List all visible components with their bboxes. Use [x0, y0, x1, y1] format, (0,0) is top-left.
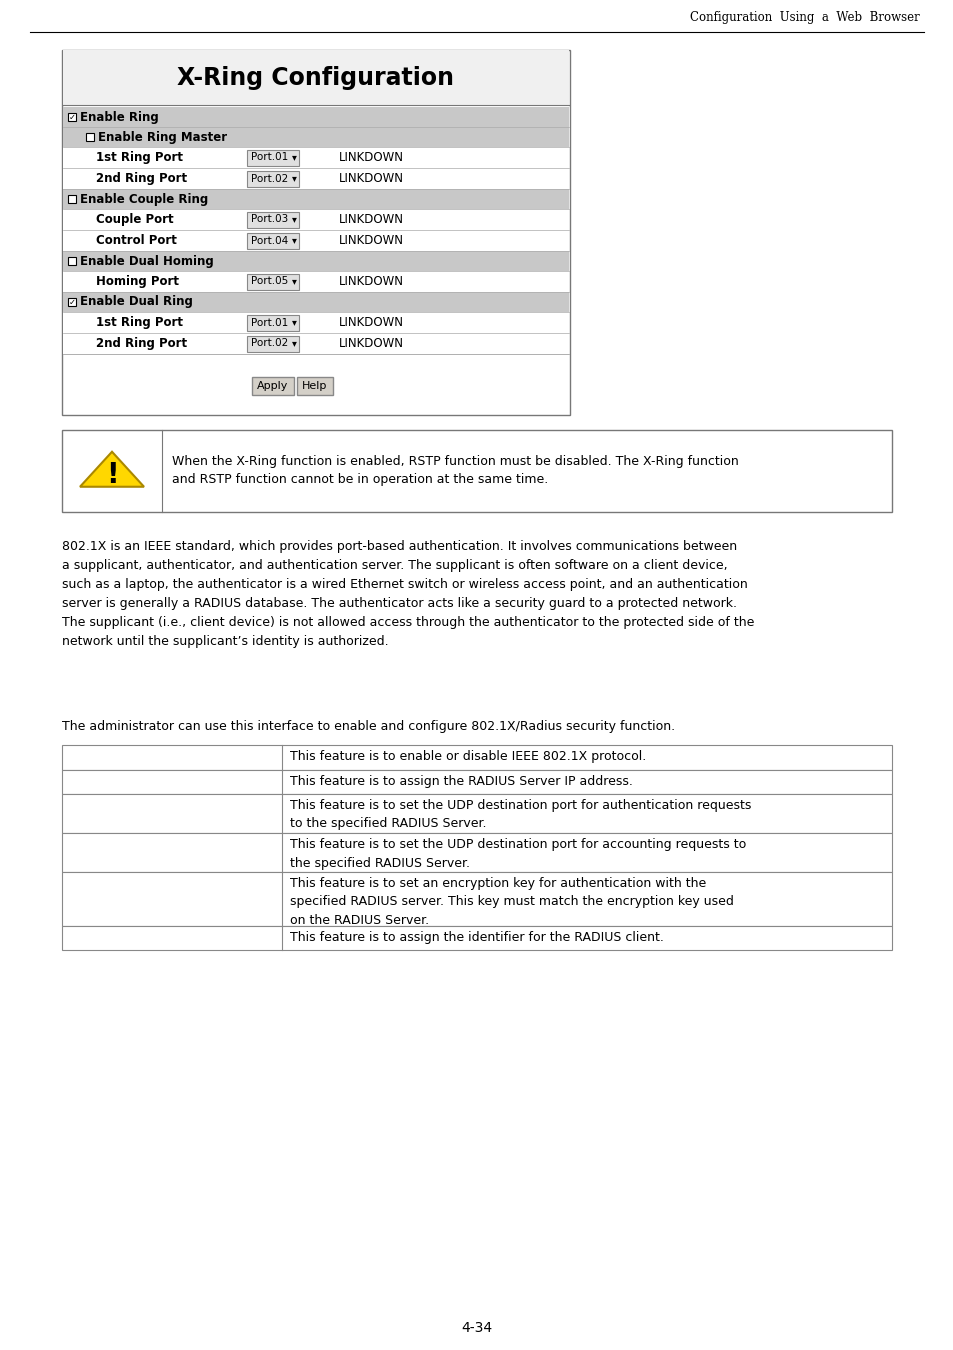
Bar	[63, 147, 568, 167]
Bar	[63, 209, 568, 230]
Bar	[247, 232, 298, 248]
Text: ✓: ✓	[69, 297, 75, 306]
Text: LINKDOWN: LINKDOWN	[338, 234, 403, 247]
Bar	[62, 50, 569, 414]
Text: This feature is to assign the identifier for the RADIUS client.: This feature is to assign the identifier…	[290, 930, 663, 944]
Text: Port.04: Port.04	[251, 235, 288, 246]
Bar	[62, 926, 891, 950]
Bar	[63, 127, 568, 147]
Bar	[68, 298, 76, 306]
Bar	[63, 292, 568, 312]
Text: ✓: ✓	[69, 112, 75, 122]
Bar	[247, 150, 298, 166]
Text: 4-34: 4-34	[461, 1322, 492, 1335]
Text: Enable Ring Master: Enable Ring Master	[98, 131, 227, 143]
Text: LINKDOWN: LINKDOWN	[338, 275, 403, 288]
Bar	[62, 833, 891, 872]
Bar	[247, 274, 298, 289]
Polygon shape	[80, 452, 144, 487]
Text: The administrator can use this interface to enable and configure 802.1X/Radius s: The administrator can use this interface…	[62, 720, 675, 733]
Bar	[62, 769, 891, 794]
Text: ▾: ▾	[292, 317, 296, 328]
Text: Port.02: Port.02	[251, 339, 288, 348]
Text: This feature is to set the UDP destination port for accounting requests to
the s: This feature is to set the UDP destinati…	[290, 838, 745, 869]
Bar	[63, 230, 568, 251]
Text: Configuration  Using  a  Web  Browser: Configuration Using a Web Browser	[690, 11, 919, 23]
Text: Enable Dual Ring: Enable Dual Ring	[80, 296, 193, 309]
Bar	[63, 251, 568, 271]
Bar	[247, 170, 298, 186]
Text: This feature is to assign the RADIUS Server IP address.: This feature is to assign the RADIUS Ser…	[290, 775, 632, 787]
Text: Port.01: Port.01	[251, 153, 288, 162]
Text: LINKDOWN: LINKDOWN	[338, 316, 403, 329]
Text: 2nd Ring Port: 2nd Ring Port	[96, 338, 187, 350]
Bar	[63, 167, 568, 189]
Text: ▾: ▾	[292, 174, 296, 184]
Text: Enable Dual Homing: Enable Dual Homing	[80, 255, 213, 267]
Bar	[247, 336, 298, 351]
Text: Couple Port: Couple Port	[96, 213, 173, 225]
Bar	[62, 872, 891, 926]
Text: Help: Help	[302, 381, 327, 392]
Text: Apply: Apply	[257, 381, 289, 392]
Bar	[63, 333, 568, 354]
Text: ▾: ▾	[292, 235, 296, 246]
Bar	[68, 113, 76, 122]
Bar	[63, 107, 568, 127]
Text: Enable Couple Ring: Enable Couple Ring	[80, 193, 208, 205]
Bar	[63, 189, 568, 209]
Text: LINKDOWN: LINKDOWN	[338, 213, 403, 225]
Text: Port.03: Port.03	[251, 215, 288, 224]
Text: Port.02: Port.02	[251, 174, 288, 184]
Text: Control Port: Control Port	[96, 234, 176, 247]
Text: LINKDOWN: LINKDOWN	[338, 151, 403, 163]
Text: ▾: ▾	[292, 215, 296, 224]
Text: This feature is to enable or disable IEEE 802.1X protocol.: This feature is to enable or disable IEE…	[290, 751, 645, 763]
Bar	[63, 312, 568, 333]
Text: LINKDOWN: LINKDOWN	[338, 338, 403, 350]
Bar	[247, 212, 298, 228]
Text: This feature is to set an encryption key for authentication with the
specified R: This feature is to set an encryption key…	[290, 878, 733, 927]
Text: 1st Ring Port: 1st Ring Port	[96, 316, 183, 329]
Bar	[63, 271, 568, 292]
Bar	[252, 377, 294, 396]
Text: ▾: ▾	[292, 339, 296, 348]
Text: 1st Ring Port: 1st Ring Port	[96, 151, 183, 163]
Text: 2nd Ring Port: 2nd Ring Port	[96, 171, 187, 185]
Bar	[296, 377, 333, 396]
Text: !: !	[106, 460, 118, 489]
Text: Homing Port: Homing Port	[96, 275, 179, 288]
Bar	[68, 256, 76, 265]
Text: LINKDOWN: LINKDOWN	[338, 171, 403, 185]
Text: Enable Ring: Enable Ring	[80, 111, 158, 123]
Text: 802.1X is an IEEE standard, which provides port-based authentication. It involve: 802.1X is an IEEE standard, which provid…	[62, 540, 754, 648]
Bar	[68, 194, 76, 202]
Text: ▾: ▾	[292, 277, 296, 286]
Text: X-Ring Configuration: X-Ring Configuration	[177, 66, 454, 89]
Bar	[247, 315, 298, 331]
Text: This feature is to set the UDP destination port for authentication requests
to t: This feature is to set the UDP destinati…	[290, 799, 751, 830]
Bar	[62, 794, 891, 833]
Bar	[86, 134, 94, 140]
Text: When the X-Ring function is enabled, RSTP function must be disabled. The X-Ring : When the X-Ring function is enabled, RST…	[172, 455, 738, 486]
Text: ▾: ▾	[292, 153, 296, 162]
Bar	[62, 431, 891, 512]
Bar	[62, 745, 891, 769]
Bar	[63, 50, 568, 105]
Text: Port.01: Port.01	[251, 317, 288, 328]
Text: Port.05: Port.05	[251, 277, 288, 286]
